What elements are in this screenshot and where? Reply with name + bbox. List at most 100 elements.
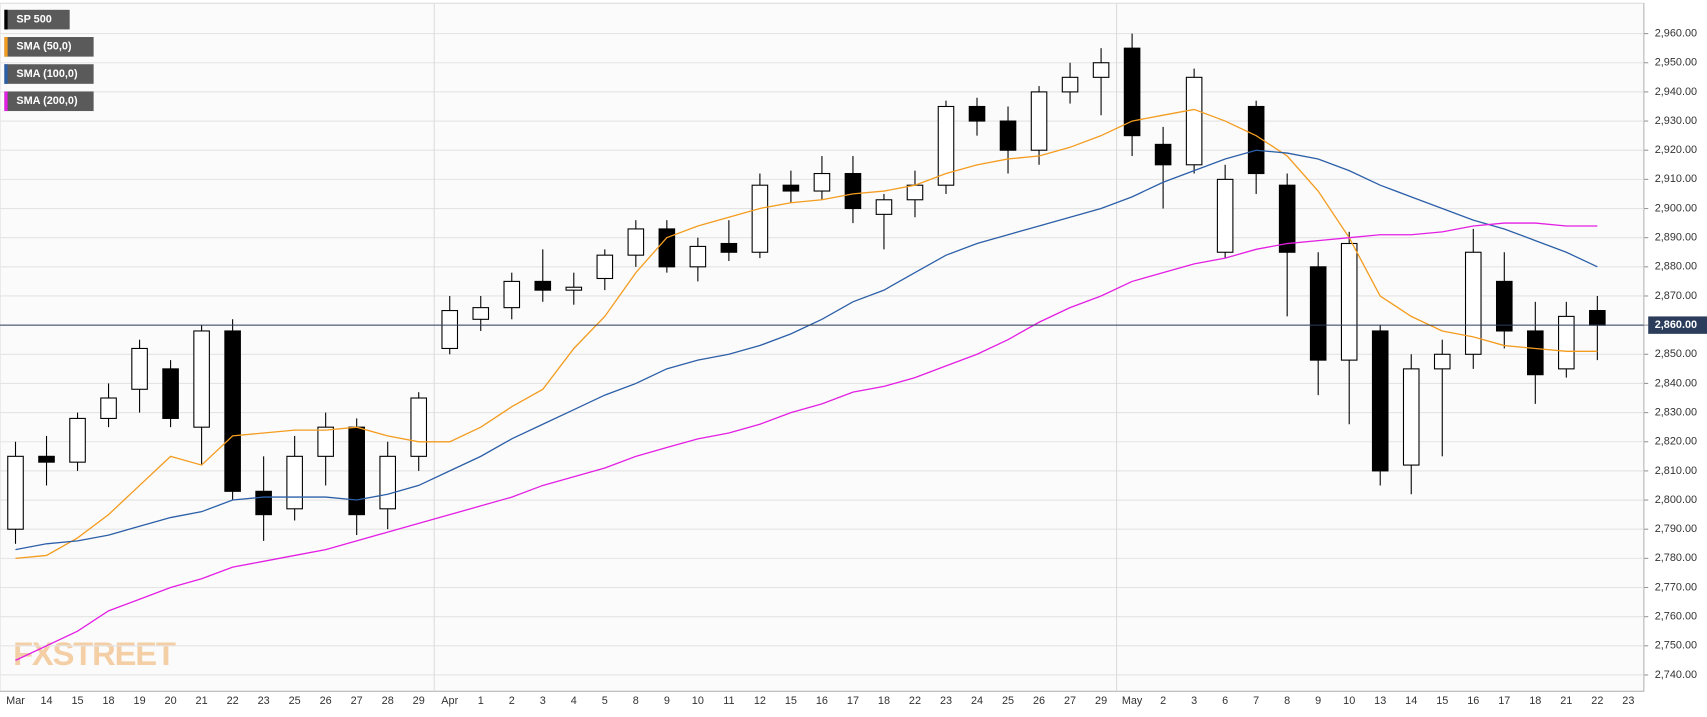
legend-box xyxy=(4,64,94,84)
candle-body xyxy=(1247,105,1265,175)
x-tick-label: 14 xyxy=(1405,695,1417,707)
sma-line xyxy=(15,108,1598,560)
x-tick-label: 8 xyxy=(633,695,639,707)
last-price-box xyxy=(1648,316,1707,334)
x-tick-label: 12 xyxy=(754,695,766,707)
y-tick-label: 2,840.00 xyxy=(1655,377,1697,389)
x-tick-label: 26 xyxy=(1033,695,1045,707)
candle-body xyxy=(1030,91,1048,151)
candle-body xyxy=(937,105,955,186)
x-tick-label: 20 xyxy=(165,695,177,707)
x-tick-label: 27 xyxy=(1064,695,1076,707)
candle-body xyxy=(1216,178,1234,253)
x-tick-label: 16 xyxy=(1467,695,1479,707)
x-tick-label: 23 xyxy=(940,695,952,707)
x-tick-label: 29 xyxy=(1095,695,1107,707)
candle-body xyxy=(472,307,490,320)
y-tick-label: 2,910.00 xyxy=(1655,173,1697,185)
y-tick-label: 2,870.00 xyxy=(1655,290,1697,302)
candle-body xyxy=(596,254,614,280)
candle-body xyxy=(1433,353,1451,370)
last-price-label: 2,860.00 xyxy=(1655,319,1697,331)
candle-body xyxy=(875,199,893,215)
x-tick-label: 9 xyxy=(664,695,670,707)
y-tick-label: 2,780.00 xyxy=(1655,552,1697,564)
candle-body xyxy=(1309,266,1327,361)
y-tick-label: 2,750.00 xyxy=(1655,640,1697,652)
candle-body xyxy=(534,280,552,291)
candle-body xyxy=(503,280,521,309)
legend-box xyxy=(4,37,94,57)
candle-body xyxy=(441,310,459,350)
x-tick-label: 15 xyxy=(1436,695,1448,707)
x-tick-label: 21 xyxy=(1560,695,1572,707)
y-tick-label: 2,930.00 xyxy=(1655,115,1697,127)
x-tick-label: 7 xyxy=(1253,695,1259,707)
x-tick-label: 23 xyxy=(1622,695,1634,707)
candle-body xyxy=(38,455,55,463)
x-tick-label: 11 xyxy=(723,695,734,707)
candle-body xyxy=(689,245,707,268)
candle-body xyxy=(100,397,117,419)
y-tick-label: 2,920.00 xyxy=(1655,144,1697,156)
x-tick-label: 3 xyxy=(1191,695,1197,707)
x-tick-label: 4 xyxy=(571,695,577,707)
x-tick-label: 2 xyxy=(1160,695,1166,707)
y-tick-label: 2,850.00 xyxy=(1655,348,1697,360)
candle-body xyxy=(751,184,769,253)
x-tick-label: 14 xyxy=(40,695,52,707)
x-tick-label: 22 xyxy=(1591,695,1603,707)
legend-box xyxy=(4,91,94,112)
x-tick-label: 13 xyxy=(1374,695,1386,707)
x-tick-label: 6 xyxy=(1222,695,1228,707)
candle-body xyxy=(193,330,210,428)
x-tick-label: 18 xyxy=(1529,695,1541,707)
candle-body xyxy=(720,242,738,253)
x-tick-label: 25 xyxy=(289,695,301,707)
x-tick-label: 10 xyxy=(692,695,704,707)
candle-body xyxy=(1402,368,1420,466)
candle-body xyxy=(1185,76,1203,166)
x-tick-label: 16 xyxy=(816,695,828,707)
candle-body xyxy=(1340,242,1358,361)
x-tick-label: 24 xyxy=(971,695,983,707)
x-tick-label: 10 xyxy=(1343,695,1355,707)
y-tick-label: 2,900.00 xyxy=(1655,202,1697,214)
x-tick-label: 17 xyxy=(847,695,859,707)
legend-label: SMA (200,0) xyxy=(16,95,78,107)
candle-body xyxy=(968,105,986,122)
candle-body xyxy=(658,228,676,268)
y-tick-label: 2,890.00 xyxy=(1655,232,1697,244)
x-tick-label: 2 xyxy=(509,695,515,707)
sma-line xyxy=(15,222,1598,661)
x-tick-label: Mar xyxy=(6,695,25,707)
candle-body xyxy=(1589,310,1606,326)
legend-swatch xyxy=(4,37,8,57)
x-tick-label: 17 xyxy=(1498,695,1510,707)
x-tick-label: May xyxy=(1122,695,1143,707)
y-tick-label: 2,800.00 xyxy=(1655,494,1697,506)
x-tick-label: 29 xyxy=(413,695,425,707)
x-tick-label: 15 xyxy=(785,695,797,707)
x-tick-label: 15 xyxy=(71,695,83,707)
candle-body xyxy=(348,426,365,516)
watermark: FXSTREET xyxy=(13,635,176,672)
y-tick-label: 2,940.00 xyxy=(1655,86,1697,98)
candle-body xyxy=(1464,251,1482,355)
candle-body xyxy=(782,184,800,192)
candle-body xyxy=(1495,280,1513,332)
legend-box xyxy=(4,9,70,30)
y-tick-label: 2,820.00 xyxy=(1655,436,1697,448)
plot-area xyxy=(0,2,1645,692)
candle-body xyxy=(813,172,831,192)
candle-body xyxy=(1123,47,1141,137)
legend-swatch xyxy=(4,91,8,112)
legend-label: SMA (50,0) xyxy=(16,41,72,53)
y-tick-label: 2,960.00 xyxy=(1655,27,1697,39)
y-tick-label: 2,760.00 xyxy=(1655,611,1697,623)
x-tick-label: 5 xyxy=(602,695,608,707)
x-tick-label: 26 xyxy=(320,695,332,707)
x-tick-label: 28 xyxy=(382,695,394,707)
